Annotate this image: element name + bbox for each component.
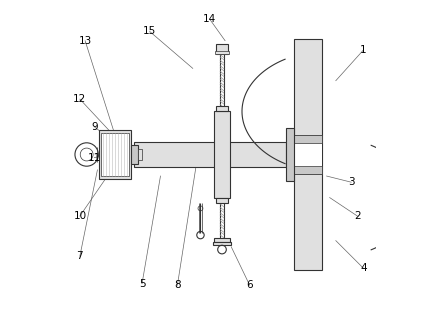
Text: 14: 14 <box>203 14 216 24</box>
Bar <box>216 197 228 203</box>
Bar <box>285 128 294 181</box>
Text: 10: 10 <box>73 211 87 221</box>
Bar <box>294 134 322 143</box>
Bar <box>216 106 228 112</box>
Text: 7: 7 <box>76 251 83 261</box>
Bar <box>294 134 322 175</box>
Bar <box>131 145 138 164</box>
Text: 2: 2 <box>354 211 361 221</box>
Text: 11: 11 <box>88 153 101 163</box>
Text: 13: 13 <box>79 36 92 46</box>
Text: 15: 15 <box>143 27 156 36</box>
Bar <box>99 130 131 179</box>
Bar <box>214 112 230 197</box>
Text: 9: 9 <box>91 122 98 132</box>
Bar <box>135 145 285 164</box>
Text: 1: 1 <box>360 45 367 55</box>
Text: 3: 3 <box>348 177 354 187</box>
Bar <box>213 242 231 245</box>
Text: 4: 4 <box>360 263 367 273</box>
Bar <box>294 39 322 270</box>
Bar <box>101 133 129 176</box>
Text: 8: 8 <box>174 280 181 290</box>
Bar <box>135 142 285 167</box>
Text: 5: 5 <box>139 279 145 289</box>
Bar <box>217 44 227 53</box>
Bar <box>294 166 322 175</box>
Bar <box>214 238 230 242</box>
Bar <box>215 51 229 53</box>
Text: 6: 6 <box>246 280 253 290</box>
Text: 12: 12 <box>73 94 87 104</box>
Bar <box>138 149 143 160</box>
